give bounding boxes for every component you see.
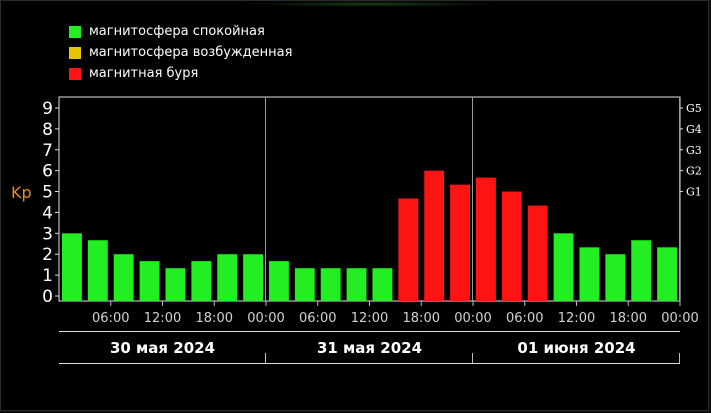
x-tick-label: 06:00 [92,311,129,326]
kp-bar [346,268,367,301]
day-label: 30 мая 2024 [110,339,215,357]
kp-bar [269,261,289,301]
g-scale-label: G3 [686,144,702,157]
y-tick-label: 8 [42,120,53,140]
x-tick-label: 00:00 [454,311,491,326]
x-tick-label: 06:00 [299,311,336,326]
x-tick-label: 18:00 [610,311,647,326]
y-tick-label: 4 [42,203,53,223]
g-scale-label: G5 [686,102,702,115]
kp-bar [87,240,108,301]
day-label: 31 мая 2024 [317,339,422,357]
kp-bar [139,261,160,301]
kp-bar [424,170,445,301]
kp-bar [450,184,470,301]
legend-swatch-quiet [69,26,81,38]
y-tick-label: 6 [42,162,53,182]
x-tick-label: 18:00 [196,311,233,326]
kp-bar [476,177,496,301]
kp-bar [243,254,263,301]
g-scale-label: G1 [686,186,702,199]
x-tick-label: 06:00 [506,311,543,326]
y-tick-label: 1 [42,266,53,286]
kp-bar [165,268,186,301]
y-tick-label: 5 [42,183,53,203]
x-tick-label: 12:00 [144,311,181,326]
x-tick-label: 12:00 [558,311,595,326]
y-tick-label: 3 [42,224,53,244]
legend-swatch-active [69,47,81,59]
kp-bar [320,268,341,301]
kp-bar [113,254,134,301]
x-tick-label: 12:00 [351,311,388,326]
legend-swatch-storm [69,68,81,80]
y-tick-label: 0 [42,287,53,307]
legend-label-quiet: магнитосфера спокойная [89,24,265,39]
kp-bar [527,205,548,301]
kp-bar [657,247,677,301]
kp-bar [501,191,522,301]
legend-label-active: магнитосфера возбужденная [89,45,293,60]
x-tick-label: 18:00 [403,311,440,326]
y-axis-label: Kp [11,183,32,202]
kp-bar [294,268,315,301]
kp-bar [62,233,82,301]
legend-label-storm: магнитная буря [89,66,199,81]
kp-bar [553,233,574,301]
kp-bar [398,198,419,301]
kp-bar [372,268,393,301]
y-tick-label: 7 [42,141,53,161]
g-scale-label: G2 [686,165,702,178]
header-glow [241,1,501,7]
kp-bar [217,254,238,301]
y-tick-label: 2 [42,245,53,265]
g-scale-label: G4 [686,123,702,136]
x-tick-label: 00:00 [247,311,284,326]
day-label: 01 июня 2024 [517,339,635,357]
kp-bar [579,247,600,301]
kp-bar [605,254,626,301]
x-tick-label: 00:00 [661,311,698,326]
y-tick-label: 9 [42,99,53,119]
kp-bar [631,240,652,301]
kp-bar [191,261,212,301]
